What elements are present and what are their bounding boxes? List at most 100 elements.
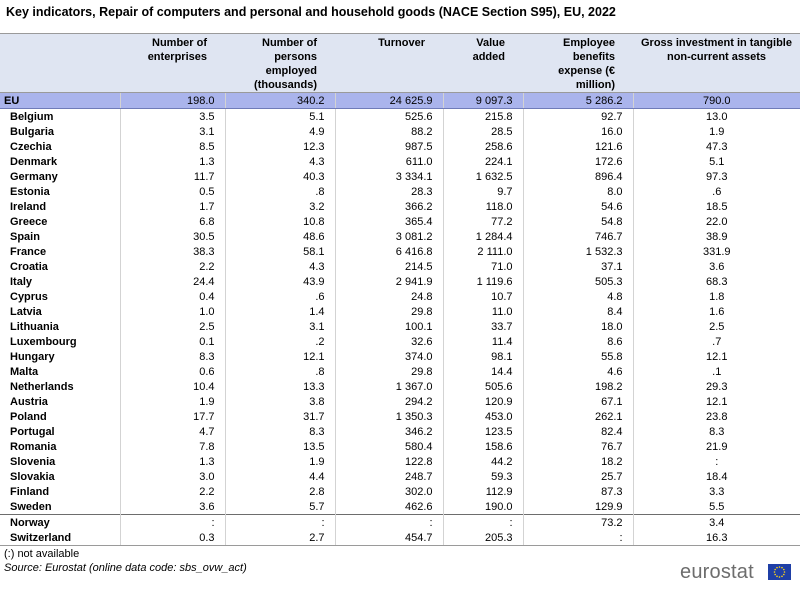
cell-enterprises: 6.8 (119, 214, 225, 229)
cell-enterprises: 198.0 (119, 92, 225, 109)
cell-persons-employed: .6 (224, 289, 335, 304)
cell-enterprises: 0.6 (119, 364, 225, 379)
cell-gross-investment: 18.4 (632, 469, 800, 484)
cell-employee-benefits: 37.1 (522, 259, 633, 274)
cell-turnover: 366.2 (334, 199, 443, 214)
cell-value-added: 9.7 (442, 184, 523, 199)
row-label: Hungary (10, 350, 55, 363)
cell-turnover: 1 367.0 (334, 379, 443, 394)
cell-enterprises: 1.3 (119, 454, 225, 469)
cell-employee-benefits: 1 532.3 (522, 244, 633, 259)
row-label: Latvia (10, 305, 42, 318)
cell-persons-employed: 10.8 (224, 214, 335, 229)
row-label: Malta (10, 365, 39, 378)
cell-turnover: 88.2 (334, 124, 443, 139)
cell-value-added: 215.8 (442, 108, 523, 124)
cell-gross-investment: .1 (632, 364, 800, 379)
cell-employee-benefits: 18.0 (522, 319, 633, 334)
cell-turnover: 3 334.1 (334, 169, 443, 184)
cell-gross-investment: 1.6 (632, 304, 800, 319)
row-label: Spain (10, 230, 40, 243)
column-header-enterprises: Number of enterprises (120, 33, 225, 93)
table-row: Greece 6.8 10.8 365.4 77.2 54.8 22.0 (0, 214, 800, 229)
cell-persons-employed: 5.1 (224, 108, 335, 124)
cell-gross-investment: : (632, 454, 800, 469)
cell-turnover: 346.2 (334, 424, 443, 439)
cell-employee-benefits: 4.8 (522, 289, 633, 304)
cell-gross-investment: 3.4 (632, 514, 800, 530)
table-row: Belgium 3.5 5.1 525.6 215.8 92.7 13.0 (0, 108, 800, 124)
cell-turnover: 29.8 (334, 304, 443, 319)
cell-turnover: 2 941.9 (334, 274, 443, 289)
cell-persons-employed: 43.9 (224, 274, 335, 289)
cell-turnover: 122.8 (334, 454, 443, 469)
table-row: Slovakia 3.0 4.4 248.7 59.3 25.7 18.4 (0, 469, 800, 484)
row-label: Austria (10, 395, 48, 408)
cell-turnover: 32.6 (334, 334, 443, 349)
cell-enterprises: 0.5 (119, 184, 225, 199)
row-label: Portugal (10, 425, 55, 438)
cell-employee-benefits: 87.3 (522, 484, 633, 499)
cell-turnover: 3 081.2 (334, 229, 443, 244)
cell-persons-employed: 58.1 (224, 244, 335, 259)
table-row: Ireland 1.7 3.2 366.2 118.0 54.6 18.5 (0, 199, 800, 214)
cell-enterprises: 1.7 (119, 199, 225, 214)
cell-persons-employed: : (224, 514, 335, 530)
cell-value-added: 1 632.5 (442, 169, 523, 184)
cell-enterprises: 0.1 (119, 334, 225, 349)
cell-turnover: 248.7 (334, 469, 443, 484)
cell-persons-employed: 4.9 (224, 124, 335, 139)
column-header-country (0, 33, 120, 93)
cell-enterprises: 1.0 (119, 304, 225, 319)
cell-value-added: 10.7 (442, 289, 523, 304)
cell-gross-investment: 22.0 (632, 214, 800, 229)
row-label: Luxembourg (10, 335, 77, 348)
cell-persons-employed: 1.4 (224, 304, 335, 319)
cell-turnover: 987.5 (334, 139, 443, 154)
cell-gross-investment: 68.3 (632, 274, 800, 289)
cell-gross-investment: 790.0 (632, 92, 800, 109)
cell-turnover: : (334, 514, 443, 530)
cell-turnover: 24.8 (334, 289, 443, 304)
cell-gross-investment: 331.9 (632, 244, 800, 259)
cell-gross-investment: 12.1 (632, 394, 800, 409)
cell-persons-employed: 340.2 (224, 92, 335, 109)
cell-value-added: 1 284.4 (442, 229, 523, 244)
row-label: Czechia (10, 140, 52, 153)
table-row: Finland 2.2 2.8 302.0 112.9 87.3 3.3 (0, 484, 800, 499)
cell-value-added: 505.6 (442, 379, 523, 394)
cell-enterprises: 24.4 (119, 274, 225, 289)
table-row: Switzerland 0.3 2.7 454.7 205.3:16.3 (0, 530, 800, 546)
cell-gross-investment: 97.3 (632, 169, 800, 184)
cell-enterprises: 3.0 (119, 469, 225, 484)
cell-turnover: 374.0 (334, 349, 443, 364)
cell-value-added: 28.5 (442, 124, 523, 139)
cell-enterprises: 11.7 (119, 169, 225, 184)
cell-value-added: 190.0 (442, 499, 523, 515)
cell-gross-investment: 38.9 (632, 229, 800, 244)
cell-enterprises: 1.9 (119, 394, 225, 409)
cell-value-added: 59.3 (442, 469, 523, 484)
table-row: Denmark 1.3 4.3 611.0 224.1 172.6 5.1 (0, 154, 800, 169)
cell-gross-investment: .6 (632, 184, 800, 199)
source-note: Source: Eurostat (online data code: sbs_… (4, 562, 247, 574)
cell-persons-employed: .8 (224, 364, 335, 379)
cell-employee-benefits: 55.8 (522, 349, 633, 364)
cell-turnover: 214.5 (334, 259, 443, 274)
row-label: Cyprus (10, 290, 48, 303)
cell-enterprises: 38.3 (119, 244, 225, 259)
cell-employee-benefits: 8.0 (522, 184, 633, 199)
cell-gross-investment: 5.5 (632, 499, 800, 515)
row-label: Sweden (10, 500, 52, 513)
cell-enterprises: 2.2 (119, 259, 225, 274)
cell-persons-employed: 12.1 (224, 349, 335, 364)
table-row: Austria 1.9 3.8 294.2 120.9 67.1 12.1 (0, 394, 800, 409)
cell-employee-benefits: 25.7 (522, 469, 633, 484)
cell-value-added: 14.4 (442, 364, 523, 379)
row-label: Poland (10, 410, 47, 423)
table-row: Netherlands 10.4 13.3 1 367.0 505.6 198.2 29.3 (0, 379, 800, 394)
table-row: Cyprus 0.4.6 24.8 10.7 4.8 1.8 (0, 289, 800, 304)
flag-star (776, 575, 778, 578)
cell-employee-benefits: 54.8 (522, 214, 633, 229)
row-label: Slovakia (10, 470, 55, 483)
